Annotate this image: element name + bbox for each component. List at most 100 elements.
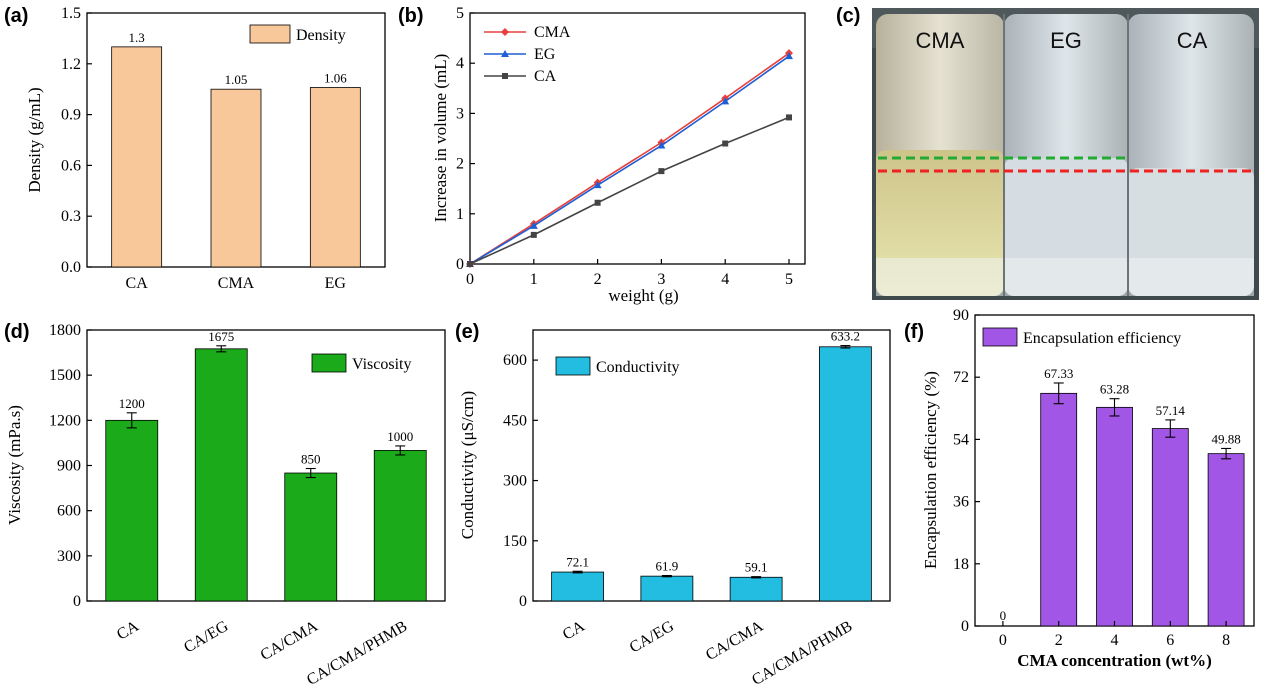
legend-label: CMA bbox=[534, 24, 571, 41]
y-tick-label: 72 bbox=[953, 369, 969, 386]
bar bbox=[111, 46, 163, 268]
y-axis-title: Encapsulation efficiency (%) bbox=[921, 371, 940, 569]
y-tick-label: 450 bbox=[503, 412, 527, 429]
y-axis-title: Viscosity (mPa.s) bbox=[5, 405, 24, 525]
y-tick-label: 0 bbox=[961, 618, 969, 635]
x-tick-label: CA bbox=[126, 275, 149, 292]
data-point bbox=[501, 28, 509, 36]
x-axis-title: CMA concentration (wt%) bbox=[1017, 651, 1212, 670]
data-label: 67.33 bbox=[1044, 366, 1073, 381]
legend-label: EG bbox=[534, 46, 556, 63]
y-tick-label: 600 bbox=[503, 352, 527, 369]
y-tick-label: 1200 bbox=[49, 412, 81, 429]
data-label: 1.05 bbox=[225, 72, 248, 87]
y-tick-label: 2 bbox=[456, 156, 464, 173]
x-tick-label: 4 bbox=[721, 271, 729, 288]
bar bbox=[1151, 428, 1189, 627]
y-tick-label: 300 bbox=[503, 473, 527, 490]
data-label: 0 bbox=[1000, 608, 1007, 623]
y-tick-label: 0 bbox=[519, 593, 527, 610]
x-tick-label: EG bbox=[325, 275, 347, 292]
x-tick-label: CMA bbox=[218, 275, 255, 292]
bottles-photo: CMA EG CA bbox=[872, 8, 1259, 300]
y-axis-title: Density (g/mL) bbox=[25, 87, 44, 192]
x-tick-label: 4 bbox=[1111, 632, 1119, 649]
panel-e-letter: (e) bbox=[455, 321, 479, 343]
y-tick-label: 1500 bbox=[49, 367, 81, 384]
y-tick-label: 54 bbox=[953, 431, 969, 448]
x-tick-label: 3 bbox=[657, 271, 665, 288]
y-tick-label: 1800 bbox=[49, 322, 81, 339]
legend-label: Density bbox=[296, 27, 346, 44]
y-tick-label: 0 bbox=[73, 593, 81, 610]
series-line bbox=[469, 116, 790, 265]
y-tick-label: 5 bbox=[456, 5, 464, 22]
x-tick-label: 6 bbox=[1166, 632, 1174, 649]
volume-increase-chart: 0 1 2 3 4 5 Increase in volume (mL) 0 1 2 3 4 5 weigh… bbox=[431, 5, 806, 305]
y-axis-title: Conductivity (μS/cm) bbox=[458, 391, 477, 539]
legend-swatch bbox=[555, 356, 591, 376]
legend-swatch bbox=[249, 24, 291, 44]
panel-a-letter: (a) bbox=[4, 5, 28, 27]
y-axis-title: Increase in volume (mL) bbox=[431, 54, 450, 223]
series-line bbox=[469, 52, 790, 265]
bottle-bases bbox=[876, 258, 1254, 296]
bar bbox=[373, 450, 427, 602]
data-label: 1.06 bbox=[324, 71, 347, 86]
x-tick-label: 1 bbox=[530, 271, 538, 288]
data-label: 49.88 bbox=[1211, 431, 1240, 446]
bar bbox=[1207, 453, 1245, 627]
data-label: 59.1 bbox=[745, 560, 768, 575]
y-tick-label: 0.0 bbox=[61, 259, 81, 276]
bar bbox=[1040, 392, 1078, 627]
legend-label: Conductivity bbox=[596, 359, 680, 376]
bar bbox=[551, 571, 605, 602]
x-tick-label: 2 bbox=[1055, 632, 1063, 649]
y-tick-label: 4 bbox=[456, 55, 464, 72]
bar bbox=[640, 575, 694, 602]
series-line bbox=[469, 55, 790, 265]
y-tick-label: 1.2 bbox=[61, 56, 81, 73]
x-tick-label: CA/EG bbox=[627, 618, 677, 657]
photo-label-eg: EG bbox=[1050, 28, 1082, 53]
x-tick-label: 0 bbox=[999, 632, 1007, 649]
encapsulation-chart: 0 18 36 54 72 90 Encapsulation efficiency (%) 0… bbox=[921, 307, 1255, 670]
data-label: 633.2 bbox=[831, 329, 860, 344]
density-chart: 0.0 0.3 0.6 0.9 1.2 1.5 Density (g/mL) 1.3 CA 1.0… bbox=[25, 5, 386, 292]
data-point bbox=[501, 50, 509, 57]
bar bbox=[194, 348, 248, 602]
legend-label: CA bbox=[534, 68, 557, 85]
data-label: 61.9 bbox=[656, 559, 679, 574]
data-point bbox=[786, 114, 792, 121]
data-point bbox=[785, 52, 793, 60]
bar bbox=[818, 346, 872, 602]
y-tick-label: 1.5 bbox=[61, 5, 81, 22]
data-label: 1000 bbox=[387, 429, 413, 444]
y-tick-label: 90 bbox=[953, 307, 969, 324]
data-point bbox=[594, 199, 601, 206]
y-tick-label: 0 bbox=[456, 256, 464, 273]
data-label: 1675 bbox=[208, 329, 234, 344]
data-label: 1.3 bbox=[129, 30, 145, 45]
y-tick-label: 600 bbox=[57, 503, 81, 520]
data-point bbox=[467, 261, 473, 267]
y-tick-label: 1 bbox=[456, 206, 464, 223]
data-point bbox=[657, 141, 666, 149]
panel-b-letter: (b) bbox=[398, 5, 424, 27]
x-tick-label: CA bbox=[114, 618, 142, 644]
x-axis-title: weight (g) bbox=[608, 286, 678, 305]
legend-swatch bbox=[311, 353, 347, 373]
y-tick-label: 150 bbox=[503, 533, 527, 550]
x-tick-label: 8 bbox=[1222, 632, 1230, 649]
data-label: 57.14 bbox=[1156, 403, 1186, 418]
panel-d-letter: (d) bbox=[4, 321, 30, 343]
x-tick-label: CA/CMA bbox=[703, 618, 767, 665]
photo-label-ca: CA bbox=[1177, 28, 1208, 53]
data-label: 63.28 bbox=[1100, 382, 1129, 397]
conductivity-chart: 0 150 300 450 600 Conductivity (μS/cm) 72.1 CA 6… bbox=[458, 329, 891, 686]
bar bbox=[729, 576, 783, 602]
data-label: 1200 bbox=[119, 396, 145, 411]
x-tick-label: CA bbox=[560, 618, 588, 644]
data-point bbox=[530, 231, 537, 238]
